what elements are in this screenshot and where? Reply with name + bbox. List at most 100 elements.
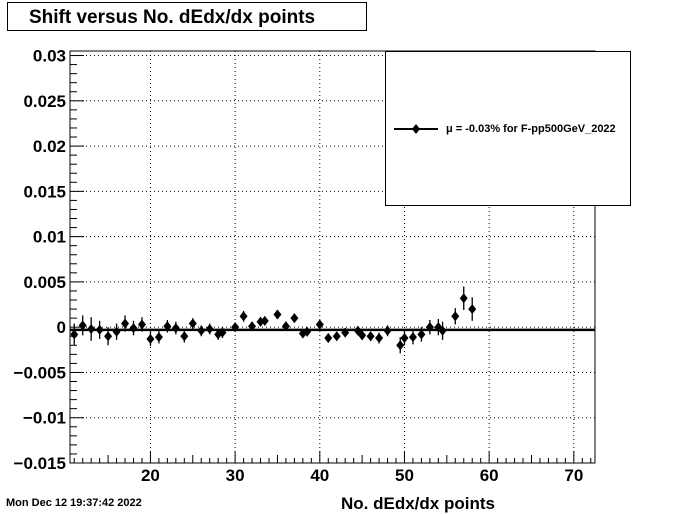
data-point: [163, 319, 172, 333]
point-marker: [248, 321, 257, 332]
data-point: [218, 327, 227, 339]
point-marker: [324, 333, 333, 344]
point-marker: [332, 331, 341, 342]
x-tick-label: 40: [310, 466, 329, 485]
y-tick-label: 0.01: [33, 228, 66, 247]
data-point: [188, 318, 197, 329]
plot-frame: [69, 50, 596, 464]
point-marker: [451, 311, 460, 322]
data-point: [154, 330, 163, 344]
point-marker: [366, 331, 375, 342]
point-marker: [171, 323, 180, 334]
data-point: [358, 330, 367, 341]
point-marker: [180, 331, 189, 342]
point-marker: [438, 325, 447, 336]
data-point: [260, 315, 269, 326]
y-tick-label: 0.005: [23, 273, 66, 292]
data-point: [248, 321, 257, 332]
point-marker: [425, 322, 434, 333]
data-point: [366, 331, 375, 342]
data-point: [290, 313, 299, 324]
y-tick-label: 0.02: [33, 137, 66, 156]
point-marker: [154, 332, 163, 343]
data-point: [78, 315, 87, 336]
point-marker: [303, 326, 312, 337]
data-point: [425, 319, 434, 335]
data-point: [303, 326, 312, 337]
data-point: [205, 323, 214, 335]
point-marker: [137, 319, 146, 330]
point-marker: [468, 304, 477, 315]
point-marker: [197, 325, 206, 336]
data-point: [239, 310, 248, 322]
point-marker: [273, 309, 282, 320]
data-point: [137, 317, 146, 332]
point-marker: [95, 324, 104, 335]
point-marker: [400, 333, 409, 344]
point-marker: [341, 327, 350, 338]
legend-marker: [394, 124, 438, 134]
legend: μ = -0.03% for F-pp500GeV_2022: [385, 51, 631, 206]
x-axis-title: No. dEdx/dx points: [341, 494, 495, 513]
point-marker: [358, 330, 367, 341]
point-marker: [87, 323, 96, 334]
point-marker: [281, 321, 290, 332]
data-point: [375, 332, 384, 344]
y-tick-label: −0.015: [14, 454, 66, 473]
data-point: [112, 323, 121, 340]
data-point: [324, 333, 333, 344]
data-point: [315, 319, 324, 330]
data-point: [332, 331, 341, 342]
point-marker: [260, 315, 269, 326]
point-marker: [112, 326, 121, 337]
x-tick-label: 20: [141, 466, 160, 485]
x-tick-label: 70: [564, 466, 583, 485]
point-marker: [218, 327, 227, 338]
point-marker: [315, 319, 324, 330]
data-point: [281, 321, 290, 332]
data-point: [171, 321, 180, 335]
point-marker: [188, 318, 197, 329]
point-marker: [396, 340, 405, 351]
y-tick-label: 0: [57, 318, 66, 337]
point-marker: [78, 320, 87, 331]
data-point: [273, 309, 282, 320]
data-point: [459, 286, 468, 310]
data-point: [468, 297, 477, 321]
data-point: [396, 337, 405, 354]
point-marker: [163, 321, 172, 332]
data-point: [197, 325, 206, 337]
point-marker: [417, 329, 426, 340]
data-point: [451, 308, 460, 325]
data-point: [121, 315, 130, 332]
y-tick-label: −0.005: [14, 363, 66, 382]
data-point: [383, 325, 392, 337]
data-point: [408, 329, 417, 345]
point-marker: [70, 329, 79, 340]
point-marker: [129, 323, 138, 334]
data-point: [341, 327, 350, 338]
data-point: [417, 327, 426, 342]
x-tick-label: 30: [226, 466, 245, 485]
point-marker: [231, 322, 240, 333]
data-points-layer: [70, 286, 477, 354]
y-tick-label: 0.025: [23, 92, 66, 111]
data-point: [95, 320, 104, 339]
point-marker: [375, 333, 384, 344]
data-point: [400, 330, 409, 346]
data-point: [231, 322, 240, 333]
y-tick-label: −0.01: [23, 409, 66, 428]
data-point: [146, 331, 155, 347]
data-point: [438, 321, 447, 340]
point-marker: [459, 293, 468, 304]
data-point: [180, 329, 189, 343]
point-marker: [383, 325, 392, 336]
point-marker: [408, 332, 417, 343]
data-point: [87, 317, 96, 341]
chart-title: Shift versus No. dEdx/dx points: [7, 2, 367, 31]
point-marker: [239, 311, 248, 322]
data-point: [104, 327, 113, 346]
point-marker: [121, 318, 130, 329]
x-tick-label: 50: [395, 466, 414, 485]
